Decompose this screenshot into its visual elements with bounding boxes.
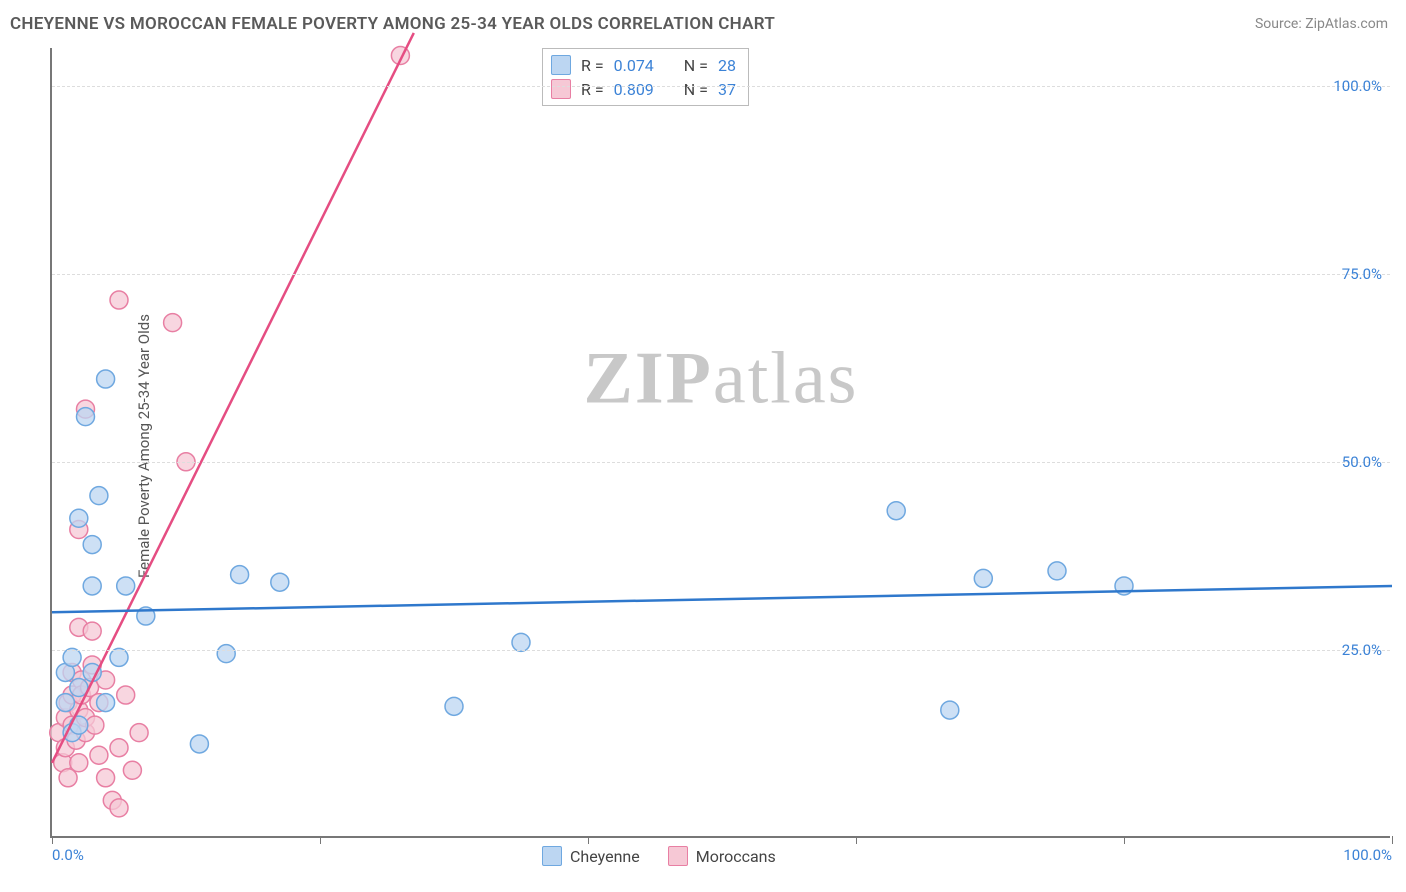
x-tick — [588, 836, 589, 844]
y-tick-label: 75.0% — [1342, 265, 1382, 283]
legend-swatch — [551, 79, 571, 99]
x-tick — [856, 836, 857, 844]
point-moroccans — [86, 716, 104, 734]
n-label: N = — [684, 80, 708, 99]
r-value: 0.809 — [614, 80, 654, 99]
point-cheyenne — [941, 701, 959, 719]
stats-legend: R = 0.074 N = 28 R = 0.809 N = 37 — [542, 48, 749, 106]
point-moroccans — [164, 314, 182, 332]
point-moroccans — [70, 754, 88, 772]
point-cheyenne — [63, 648, 81, 666]
point-moroccans — [59, 769, 77, 787]
point-cheyenne — [271, 573, 289, 591]
point-moroccans — [90, 746, 108, 764]
gridline-h — [52, 274, 1390, 275]
point-cheyenne — [512, 633, 530, 651]
point-cheyenne — [56, 694, 74, 712]
point-cheyenne — [974, 569, 992, 587]
y-tick-label: 100.0% — [1333, 77, 1382, 95]
x-tick-label: 100.0% — [1343, 846, 1392, 864]
stats-legend-row: R = 0.809 N = 37 — [551, 77, 736, 101]
n-value: 28 — [718, 56, 736, 75]
point-cheyenne — [83, 577, 101, 595]
point-cheyenne — [887, 502, 905, 520]
point-moroccans — [117, 686, 135, 704]
point-moroccans — [110, 799, 128, 817]
point-moroccans — [123, 761, 141, 779]
point-moroccans — [110, 739, 128, 757]
regression-line-cheyenne — [52, 586, 1392, 612]
y-tick-label: 50.0% — [1342, 453, 1382, 471]
x-tick-label: 0.0% — [52, 846, 84, 864]
point-cheyenne — [70, 509, 88, 527]
point-cheyenne — [217, 645, 235, 663]
point-cheyenne — [1048, 562, 1066, 580]
x-tick — [52, 836, 53, 844]
point-cheyenne — [445, 697, 463, 715]
r-label: R = — [581, 56, 604, 75]
point-cheyenne — [231, 566, 249, 584]
gridline-h — [52, 462, 1390, 463]
point-moroccans — [130, 724, 148, 742]
chart-area: ZIPatlas R =0.074N =28R =0.809N =37 Chey… — [50, 48, 1390, 838]
legend-label: Cheyenne — [570, 847, 640, 866]
point-cheyenne — [110, 648, 128, 666]
n-label: N = — [684, 56, 708, 75]
legend-label: Moroccans — [696, 847, 776, 866]
point-cheyenne — [97, 694, 115, 712]
header: CHEYENNE VS MOROCCAN FEMALE POVERTY AMON… — [0, 0, 1406, 48]
r-label: R = — [581, 80, 604, 99]
point-cheyenne — [77, 408, 95, 426]
legend-swatch — [668, 846, 688, 866]
scatter-plot — [52, 48, 1392, 838]
legend-item: Cheyenne — [542, 846, 640, 866]
point-moroccans — [83, 622, 101, 640]
r-value: 0.074 — [614, 56, 654, 75]
y-tick-label: 25.0% — [1342, 641, 1382, 659]
series-legend: Cheyenne Moroccans — [542, 846, 776, 866]
point-cheyenne — [90, 487, 108, 505]
n-value: 37 — [718, 80, 736, 99]
gridline-h — [52, 86, 1390, 87]
legend-swatch — [551, 55, 571, 75]
point-cheyenne — [97, 370, 115, 388]
point-cheyenne — [190, 735, 208, 753]
point-moroccans — [110, 291, 128, 309]
point-moroccans — [97, 769, 115, 787]
gridline-h — [52, 650, 1390, 651]
point-cheyenne — [117, 577, 135, 595]
source-attribution: Source: ZipAtlas.com — [1255, 16, 1388, 32]
x-tick — [320, 836, 321, 844]
stats-legend-row: R = 0.074 N = 28 — [551, 53, 736, 77]
x-tick — [1392, 836, 1393, 844]
legend-swatch — [542, 846, 562, 866]
x-tick — [1124, 836, 1125, 844]
point-cheyenne — [83, 536, 101, 554]
page-title: CHEYENNE VS MOROCCAN FEMALE POVERTY AMON… — [10, 14, 775, 34]
legend-item: Moroccans — [668, 846, 776, 866]
